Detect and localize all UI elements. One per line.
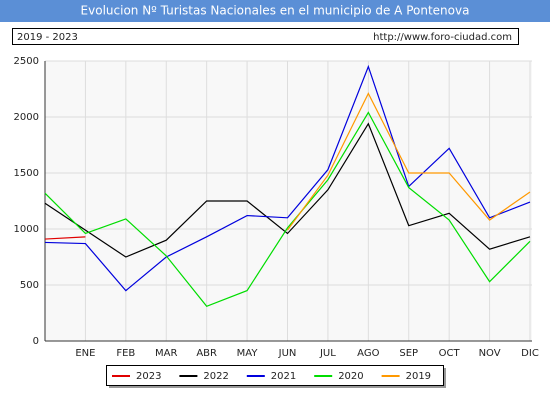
x-tick-label: OCT	[439, 348, 461, 359]
x-tick-label: MAY	[237, 348, 259, 359]
x-tick-label: JUL	[319, 348, 336, 359]
x-tick-label: ABR	[196, 348, 217, 359]
legend-label: 2022	[203, 371, 228, 382]
y-tick-label: 500	[20, 280, 39, 291]
subtitle-box	[12, 28, 519, 45]
plot-area	[45, 61, 532, 341]
series-line	[287, 92, 531, 231]
series-line	[44, 64, 531, 292]
series-line	[44, 122, 531, 258]
x-tick-label: DIC	[521, 348, 539, 359]
title-bar	[0, 0, 550, 22]
chart-title: Evolucion Nº Turistas Nacionales en el m…	[81, 4, 470, 18]
y-tick-label: 1000	[14, 224, 39, 235]
x-tick-label: AGO	[357, 348, 379, 359]
y-tick-label: 0	[33, 336, 39, 347]
x-tick-label: NOV	[479, 348, 501, 359]
x-tick-label: ENE	[75, 348, 95, 359]
x-tick-label: FEB	[116, 348, 135, 359]
x-tick-label: MAR	[155, 348, 177, 359]
x-tick-label: SEP	[399, 348, 418, 359]
y-tick-label: 1500	[14, 168, 39, 179]
legend-label: 2019	[406, 371, 431, 382]
x-tick-label: JUN	[278, 348, 297, 359]
y-tick-label: 2500	[14, 56, 39, 67]
series-line	[44, 111, 531, 307]
series-line	[44, 236, 86, 240]
legend-box	[106, 365, 444, 386]
legend-label: 2020	[338, 371, 363, 382]
subtitle: 2019 - 2023	[17, 32, 78, 43]
legend-label: 2021	[271, 371, 296, 382]
source: http://www.foro-ciudad.com	[373, 32, 512, 43]
y-tick-label: 2000	[14, 112, 39, 123]
legend-label: 2023	[136, 371, 161, 382]
